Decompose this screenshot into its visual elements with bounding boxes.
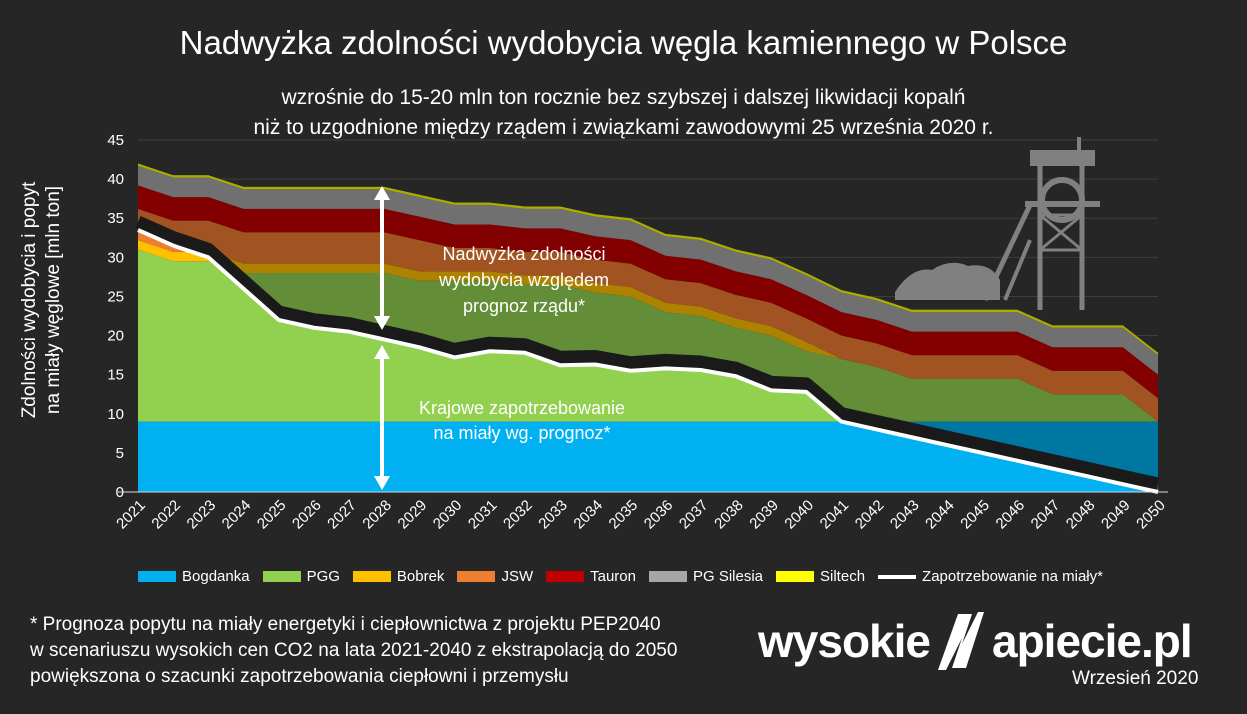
legend-item: Zapotrzebowanie na miały*	[878, 568, 1103, 585]
chart-title: Nadwyżka zdolności wydobycia węgla kamie…	[179, 24, 1068, 61]
annotation-surplus: prognoz rządu*	[463, 296, 585, 316]
x-tick-label: 2022	[148, 497, 184, 533]
x-tick-label: 2036	[641, 497, 677, 533]
area-pgg	[138, 249, 1158, 422]
area-tauron	[138, 185, 1158, 399]
x-tick-label: 2037	[676, 497, 712, 533]
legend-label: Tauron	[590, 568, 636, 585]
x-tick-label: 2025	[254, 497, 290, 533]
legend-swatch	[262, 571, 301, 582]
legend-item: PG Silesia	[648, 568, 764, 585]
demand-line-shadow	[135, 216, 1160, 491]
chart-subtitle-line1: wzrośnie do 15-20 mln ton rocznie bez sz…	[281, 86, 966, 109]
x-tick-label: 2040	[781, 497, 817, 533]
x-tick-label: 2035	[606, 497, 642, 533]
area-siltech	[138, 163, 1158, 356]
legend-label: Bogdanka	[182, 568, 250, 585]
brand-logo: wysokie apiecie.pl	[758, 610, 1193, 672]
surplus-arrow	[374, 186, 390, 330]
footnote-line: powiększona o szacunki zapotrzebowania c…	[30, 666, 569, 687]
legend-swatch	[352, 571, 391, 582]
mine-headframe-icon	[895, 137, 1100, 310]
legend-item: JSW	[457, 568, 533, 585]
chart-legend: Bogdanka PGG Bobrek JSW Tauron PG Silesia Silt…	[138, 568, 1116, 585]
x-tick-label: 2029	[395, 497, 431, 533]
x-tick-label: 2026	[289, 497, 325, 533]
y-tick-label: 5	[116, 445, 124, 462]
demand-arrow	[374, 345, 390, 490]
brand-text-right: apiecie.pl	[992, 615, 1193, 667]
y-tick-label: 40	[107, 171, 124, 188]
area-jsw	[138, 208, 1158, 422]
x-tick-label: 2024	[219, 497, 255, 533]
legend-item: Siltech	[776, 568, 865, 585]
legend-swatch	[648, 571, 687, 582]
demand-line	[137, 228, 1159, 494]
legend-swatch	[776, 571, 815, 582]
y-tick-label: 30	[107, 249, 124, 266]
annotation-demand: na miały wg. prognoz*	[433, 423, 610, 443]
y-tick-label: 35	[107, 210, 124, 227]
y-tick-label: 20	[107, 328, 124, 345]
footnote-line: w scenariuszu wysokich cen CO2 na lata 2…	[30, 640, 678, 661]
x-tick-label: 2021	[113, 497, 149, 533]
surplus-shading	[138, 163, 1158, 492]
x-tick-label: 2039	[746, 497, 782, 533]
x-tick-label: 2038	[711, 497, 747, 533]
area-bogdanka	[138, 421, 1158, 492]
y-tick-label: 25	[107, 288, 124, 305]
x-tick-label: 2045	[957, 497, 993, 533]
y-tick-label: 10	[107, 406, 124, 423]
legend-item: Bogdanka	[138, 568, 250, 585]
footnote: * Prognoza popytu na miały energetyki i …	[30, 612, 677, 690]
x-tick-label: 2046	[993, 497, 1029, 533]
x-tick-label: 2049	[1098, 497, 1134, 533]
x-tick-label: 2033	[535, 497, 571, 533]
legend-label: PGG	[306, 568, 340, 585]
legend-item: Tauron	[546, 568, 636, 585]
legend-label: Bobrek	[396, 568, 445, 585]
legend-swatch	[457, 571, 496, 582]
legend-line-swatch	[878, 574, 917, 579]
x-tick-label: 2023	[184, 497, 220, 533]
lightning-n-icon	[938, 612, 984, 670]
x-tick-label: 2044	[922, 497, 958, 533]
x-tick-label: 2050	[1133, 497, 1169, 533]
annotation-surplus: wydobycia względem	[438, 270, 609, 290]
x-tick-label: 2041	[817, 497, 853, 533]
legend-label: Siltech	[820, 568, 866, 585]
legend-label: Zapotrzebowanie na miały*	[922, 568, 1103, 585]
x-tick-label: 2031	[465, 497, 501, 533]
legend-label: JSW	[501, 568, 534, 585]
x-tick-label: 2027	[324, 497, 360, 533]
annotation-surplus: Nadwyżka zdolności	[442, 244, 605, 264]
x-tick-label: 2047	[1028, 497, 1064, 533]
legend-swatch	[546, 571, 585, 582]
chart-subtitle-line2: niż to uzgodnione między rządem i związk…	[253, 116, 994, 139]
publication-date: Wrzesień 2020	[1072, 668, 1199, 689]
x-tick-label: 2048	[1063, 497, 1099, 533]
brand-text-left: wysokie	[758, 615, 931, 667]
annotation-demand: Krajowe zapotrzebowanie	[419, 398, 625, 418]
legend-item: Bobrek	[352, 568, 445, 585]
y-tick-label: 45	[107, 132, 124, 149]
legend-swatch	[138, 571, 176, 582]
x-tick-label: 2028	[359, 497, 395, 533]
x-tick-label: 2043	[887, 497, 923, 533]
x-tick-label: 2030	[430, 497, 466, 533]
footnote-line: * Prognoza popytu na miały energetyki i …	[30, 614, 661, 635]
y-tick-label: 15	[107, 367, 124, 384]
area-pg-silesia	[138, 165, 1158, 375]
x-tick-label: 2042	[852, 497, 888, 533]
legend-item: PGG	[262, 568, 340, 585]
legend-label: PG Silesia	[692, 568, 764, 585]
x-tick-label: 2034	[570, 497, 606, 533]
x-tick-label: 2032	[500, 497, 536, 533]
